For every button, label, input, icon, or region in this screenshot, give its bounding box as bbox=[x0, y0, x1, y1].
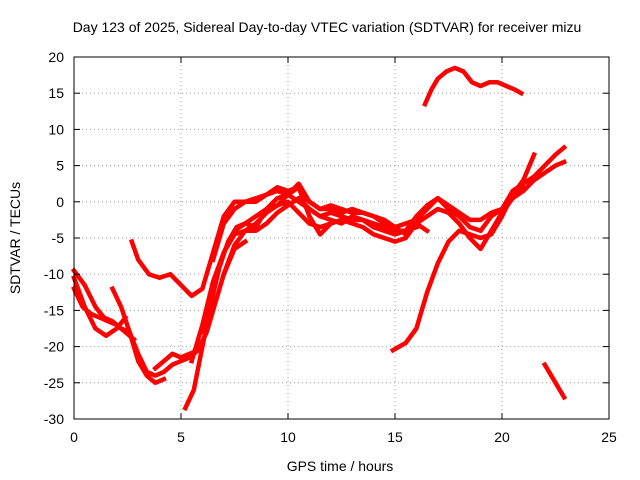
series-line-track-13 bbox=[422, 65, 525, 108]
y-tick-label: -30 bbox=[44, 411, 64, 427]
x-tick-label: 15 bbox=[387, 429, 403, 445]
x-tick-labels: 0 5 10 15 20 25 bbox=[70, 429, 617, 445]
series-group bbox=[70, 65, 568, 412]
series-line-track-12 bbox=[389, 151, 538, 354]
y-axis-label: SDTVAR / TECUs bbox=[7, 182, 23, 294]
series-line-track-11 bbox=[220, 144, 568, 278]
x-tick-label: 5 bbox=[177, 429, 185, 445]
y-tick-label: 20 bbox=[48, 49, 64, 65]
series-line-track-14 bbox=[541, 361, 568, 401]
x-tick-label: 10 bbox=[280, 429, 296, 445]
grid bbox=[74, 57, 609, 419]
y-tick-label: -20 bbox=[44, 339, 64, 355]
axis-ticks bbox=[73, 56, 610, 420]
series-line-track-4 bbox=[109, 285, 167, 386]
series-line-track-10 bbox=[210, 185, 431, 263]
x-tick-label: 20 bbox=[494, 429, 510, 445]
chart-title: Day 123 of 2025, Sidereal Day-to-day VTE… bbox=[73, 19, 582, 35]
y-tick-labels: -30 -25 -20 -15 -10 -5 0 5 10 15 20 bbox=[44, 49, 64, 427]
x-axis-label: GPS time / hours bbox=[287, 458, 394, 474]
series-line-track-3 bbox=[70, 238, 249, 378]
y-tick-label: 5 bbox=[56, 158, 64, 174]
series-line-track-9 bbox=[199, 159, 568, 335]
y-tick-label: 15 bbox=[48, 85, 64, 101]
y-tick-label: 0 bbox=[56, 194, 64, 210]
series-line-track-5 bbox=[152, 347, 202, 372]
y-tick-label: -25 bbox=[44, 375, 64, 391]
y-tick-label: -15 bbox=[44, 302, 64, 318]
y-tick-label: 10 bbox=[48, 121, 64, 137]
y-tick-label: -5 bbox=[52, 230, 65, 246]
y-tick-label: -10 bbox=[44, 266, 64, 282]
x-tick-label: 0 bbox=[70, 429, 78, 445]
x-tick-label: 25 bbox=[601, 429, 617, 445]
